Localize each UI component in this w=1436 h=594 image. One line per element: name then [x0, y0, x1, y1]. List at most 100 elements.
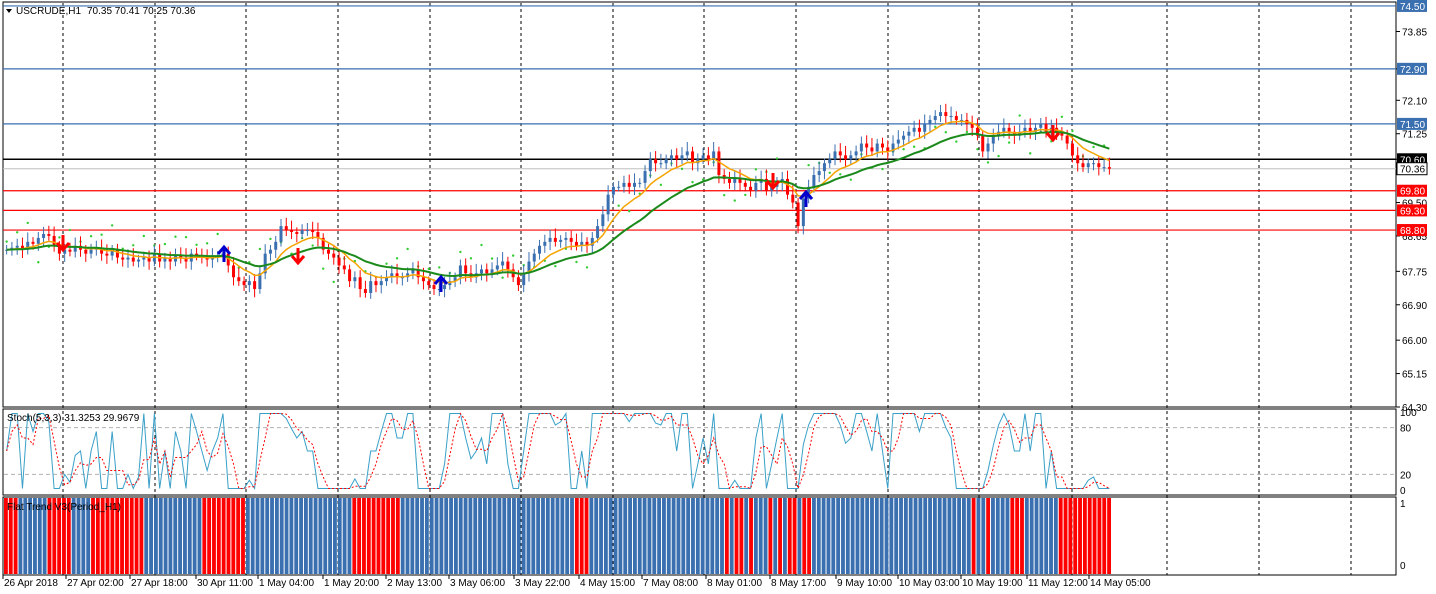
- flat-trend-bar: [115, 498, 120, 574]
- candle-body: [1002, 127, 1006, 132]
- candle-body: [659, 163, 663, 165]
- candle-body: [495, 265, 499, 270]
- candle-body: [295, 232, 299, 234]
- flat-trend-bar: [4, 498, 8, 574]
- candle-body: [168, 257, 172, 262]
- candle-body: [838, 151, 842, 156]
- flat-trend-bar: [434, 498, 439, 574]
- buy-arrow-icon: [216, 244, 232, 255]
- flat-trend-bar: [168, 498, 173, 574]
- level-price-tag: [1397, 62, 1427, 75]
- candle-body: [706, 155, 710, 160]
- flat-trend-bar: [207, 498, 212, 574]
- flat-trend-tick-label: 0: [1400, 561, 1406, 572]
- flat-trend-bar: [424, 498, 429, 574]
- flat-trend-bar: [957, 498, 962, 574]
- flat-trend-bar: [826, 498, 831, 574]
- flat-trend-bar: [618, 498, 623, 574]
- candle-body: [902, 135, 906, 140]
- flat-trend-bar: [662, 498, 666, 574]
- candle-body: [42, 233, 46, 238]
- candle-body: [147, 257, 151, 262]
- sar-dot: [195, 243, 198, 247]
- flat-trend-bar: [807, 498, 812, 574]
- level-price-tag-label: 72.90: [1400, 65, 1425, 76]
- flat-trend-bar: [1000, 498, 1005, 574]
- candle-body: [305, 230, 309, 232]
- sar-dot: [385, 262, 388, 265]
- flat-trend-bar: [187, 498, 192, 574]
- level-price-tag-label: 74.50: [1400, 2, 1425, 13]
- sar-dot: [184, 235, 188, 239]
- candle-body: [126, 257, 130, 260]
- candle-body: [865, 143, 869, 148]
- sar-dot: [1071, 129, 1074, 133]
- candle-body: [1012, 131, 1016, 136]
- flat-trend-bar: [841, 498, 845, 574]
- sar-dot: [163, 242, 167, 246]
- symbol-dropdown-icon[interactable]: [6, 9, 12, 13]
- flat-trend-bar: [1010, 498, 1015, 574]
- candle-body: [596, 226, 600, 238]
- flat-trend-bar: [318, 498, 323, 574]
- flat-trend-bar: [33, 498, 37, 574]
- main-price-panel[interactable]: [2, 1, 1397, 408]
- candle-body: [1097, 163, 1101, 168]
- candle-body: [828, 159, 832, 164]
- flat-trend-bar: [420, 498, 424, 574]
- level-price-tag: [1397, 184, 1427, 197]
- candle-body: [1023, 127, 1027, 132]
- flat-trend-bar: [932, 498, 937, 574]
- candle-body: [284, 226, 288, 231]
- sar-dot: [955, 140, 958, 143]
- sar-dot: [881, 167, 884, 171]
- candle-body: [975, 127, 979, 136]
- candle-body: [1039, 123, 1043, 128]
- flat-trend-bar: [908, 498, 913, 574]
- flat-trend-bar: [666, 498, 671, 574]
- flat-trend-bar: [347, 498, 352, 574]
- candle-body: [1044, 123, 1048, 132]
- candle-body: [237, 277, 241, 282]
- flat-trend-bar: [565, 498, 570, 574]
- flat-trend-bar: [928, 498, 932, 574]
- flat-trend-bar: [903, 498, 908, 574]
- candle-body: [316, 232, 320, 238]
- flat-trend-bar: [947, 498, 952, 574]
- flat-trend-bar: [758, 498, 763, 574]
- flat-trend-bar: [192, 498, 197, 574]
- signal-arrows: [55, 125, 1061, 292]
- sar-dot: [205, 242, 209, 245]
- flat-trend-bar: [362, 498, 366, 574]
- flat-trend-bar: [91, 498, 95, 574]
- ma-slow-line: [6, 131, 1110, 278]
- price-tick-label: 66.00: [1402, 336, 1427, 347]
- sell-arrow-icon: [290, 255, 306, 266]
- flat-trend-bar: [13, 498, 18, 574]
- flat-trend-bar: [918, 498, 923, 574]
- candle-body: [960, 119, 964, 121]
- flat-trend-bar: [1068, 498, 1073, 574]
- flat-trend-bar: [1058, 498, 1063, 574]
- flat-trend-bar: [589, 498, 594, 574]
- flat-trend-bar: [274, 498, 279, 574]
- candle-body: [47, 233, 51, 236]
- candle-body: [680, 155, 684, 160]
- flat-trend-bar: [18, 498, 23, 574]
- flat-trend-bar: [502, 498, 507, 574]
- sar-dot: [511, 254, 515, 257]
- candle-body: [26, 241, 30, 250]
- candle-body: [553, 237, 557, 242]
- sar-dot: [406, 247, 409, 251]
- flat-trend-bar: [879, 498, 884, 574]
- stochastic-panel[interactable]: [2, 408, 1397, 496]
- candle-body: [875, 143, 879, 152]
- stoch-tick-label: 0: [1400, 486, 1406, 497]
- stochastic-title: Stoch(5,3,3) 31.3253 29.9679: [7, 413, 140, 424]
- sar-dot: [469, 257, 473, 260]
- sar-dot: [174, 235, 177, 238]
- flat-trend-bar: [366, 498, 371, 574]
- flat-trend-bar: [129, 498, 134, 574]
- candle-body: [485, 269, 489, 274]
